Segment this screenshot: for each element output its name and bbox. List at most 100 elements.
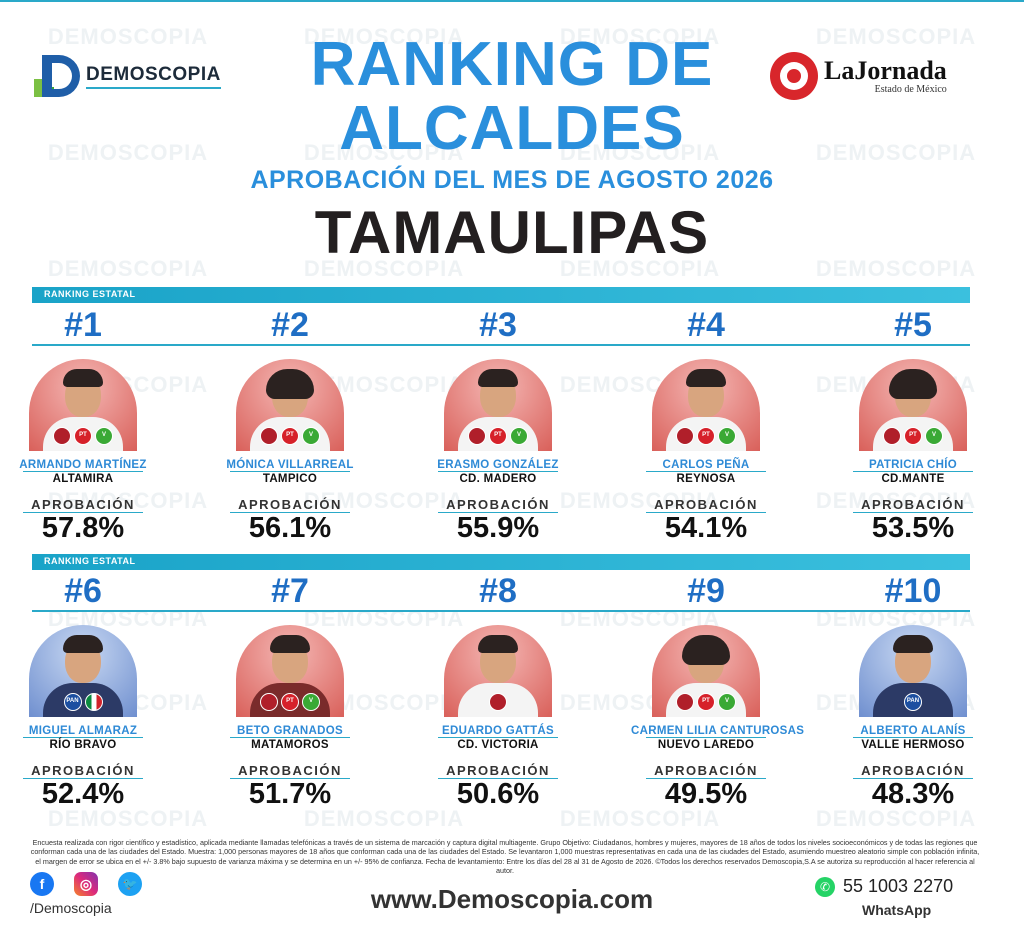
name-underline [230, 471, 350, 472]
party-mx-icon [84, 693, 103, 711]
top-border [0, 0, 1024, 2]
party-pt-icon: PT [489, 427, 507, 445]
page-title-line1: RANKING DE [310, 30, 714, 99]
person-hair [893, 635, 933, 653]
candidate-name: ERASMO GONZÁLEZ [437, 459, 559, 471]
section-divider [32, 610, 970, 612]
approval-label: APROBACIÓN [238, 497, 342, 512]
candidate-city: CD.MANTE [881, 473, 945, 485]
party-pan-icon: PAN [63, 693, 82, 711]
lajornada-emblem-icon [770, 52, 818, 100]
party-verde-icon: V [510, 427, 528, 445]
party-verde-icon: V [302, 693, 320, 711]
facebook-icon[interactable]: f [30, 872, 54, 896]
party-logos: PT V [652, 693, 760, 711]
candidate-card: #3 PT V ERASMO GONZÁLEZ CD. MADERO APROBACIÓN… [423, 305, 573, 543]
candidate-city: CD. VICTORIA [457, 739, 539, 751]
party-pt-icon: PT [281, 693, 299, 711]
name-underline [646, 737, 766, 738]
name-underline [646, 471, 766, 472]
party-verde-icon: V [718, 693, 736, 711]
approval-percentage: 55.9% [456, 512, 540, 544]
lajornada-logo: LaJornada Estado de México [770, 52, 947, 100]
party-logos: PT V [444, 427, 552, 445]
candidate-name: MIGUEL ALMARAZ [28, 725, 138, 737]
party-verde-icon: V [718, 427, 736, 445]
candidate-photo: PT V [859, 359, 967, 451]
name-underline [438, 737, 558, 738]
candidate-card: #8 EDUARDO GATTÁS CD. VICTORIA APROBACIÓN 50… [423, 571, 573, 809]
candidate-city: TAMPICO [262, 473, 318, 485]
demoscopia-logo-text: DEMOSCOPIA [86, 64, 221, 89]
candidate-name: MÓNICA VILLARREAL [226, 459, 354, 471]
party-logos: PAN [859, 693, 967, 711]
approval-percentage: 48.3% [871, 778, 955, 810]
party-pt-icon: PT [281, 427, 299, 445]
name-underline [23, 471, 143, 472]
approval-underline [23, 778, 143, 779]
party-logos: PAN [29, 693, 137, 711]
person-hair [478, 635, 518, 653]
candidate-photo: PT V [652, 625, 760, 717]
approval-underline [646, 512, 766, 513]
social-handle: /Demoscopia [30, 900, 112, 916]
whatsapp-icon: ✆ [815, 876, 835, 897]
party-pt-icon: PT [697, 693, 715, 711]
rank-number: #10 [884, 572, 942, 610]
approval-percentage: 49.5% [664, 778, 748, 810]
candidate-card: #1 PT V ARMANDO MARTÍNEZ ALTAMIRA APROBACIÓN 5… [8, 305, 158, 543]
approval-percentage: 51.7% [248, 778, 332, 810]
party-morena-icon [883, 427, 901, 445]
approval-percentage: 56.1% [248, 512, 332, 544]
approval-label: APROBACIÓN [861, 763, 965, 778]
candidate-name: CARLOS PEÑA [662, 459, 750, 471]
lajornada-title: LaJornada [824, 55, 947, 85]
candidate-name: CARMEN LILIA CANTUROSAS [631, 725, 805, 737]
candidate-card: #7 PT V BETO GRANADOS MATAMOROS APROBACIÓN 51.… [215, 571, 365, 809]
approval-underline [853, 778, 973, 779]
approval-percentage: 53.5% [871, 512, 955, 544]
candidate-card: #5 PT V PATRICIA CHÍO CD.MANTE APROBACIÓN 53.5… [838, 305, 988, 543]
survey-disclaimer: Encuesta realizada con rigor científico … [30, 838, 980, 876]
party-morena-icon [53, 427, 71, 445]
approval-label: APROBACIÓN [31, 497, 135, 512]
rank-number: #9 [687, 572, 725, 610]
approval-underline [438, 512, 558, 513]
rank-number: #4 [687, 306, 725, 344]
rank-number: #5 [894, 306, 932, 344]
candidate-city: VALLE HERMOSO [861, 739, 965, 751]
party-pt-icon: PT [904, 427, 922, 445]
person-hair [63, 369, 103, 387]
rank-number: #2 [271, 306, 309, 344]
party-morena-icon [676, 693, 694, 711]
party-verde-icon: V [925, 427, 943, 445]
person-hair [63, 635, 103, 653]
lajornada-subtitle: Estado de México [874, 83, 947, 95]
name-underline [438, 471, 558, 472]
website-link[interactable]: www.Demoscopia.com [370, 884, 654, 914]
rank-number: #1 [64, 306, 102, 344]
party-logos: PT V [652, 427, 760, 445]
approval-label: APROBACIÓN [654, 497, 758, 512]
party-pt-icon: PT [74, 427, 92, 445]
social-links: f ◎ 🐦 [30, 872, 142, 896]
candidate-photo: PT V [236, 359, 344, 451]
person-body [43, 683, 123, 717]
party-pt-icon: PT [697, 427, 715, 445]
approval-underline [438, 778, 558, 779]
candidate-name: BETO GRANADOS [237, 725, 343, 737]
section-label: RANKING ESTATAL [44, 556, 136, 566]
instagram-icon[interactable]: ◎ [74, 872, 98, 896]
rank-number: #6 [64, 572, 102, 610]
whatsapp-number[interactable]: 55 1003 2270 [843, 876, 954, 896]
person-hair [266, 369, 314, 399]
party-morena-icon [468, 427, 486, 445]
candidate-name: ARMANDO MARTÍNEZ [19, 459, 147, 471]
approval-label: APROBACIÓN [446, 763, 550, 778]
person-hair [478, 369, 518, 387]
party-logos: PT V [236, 693, 344, 711]
person-hair [270, 635, 310, 653]
candidate-card: #2 PT V MÓNICA VILLARREAL TAMPICO APROBACIÓN 5… [215, 305, 365, 543]
twitter-icon[interactable]: 🐦 [118, 872, 142, 896]
party-verde-icon: V [95, 427, 113, 445]
